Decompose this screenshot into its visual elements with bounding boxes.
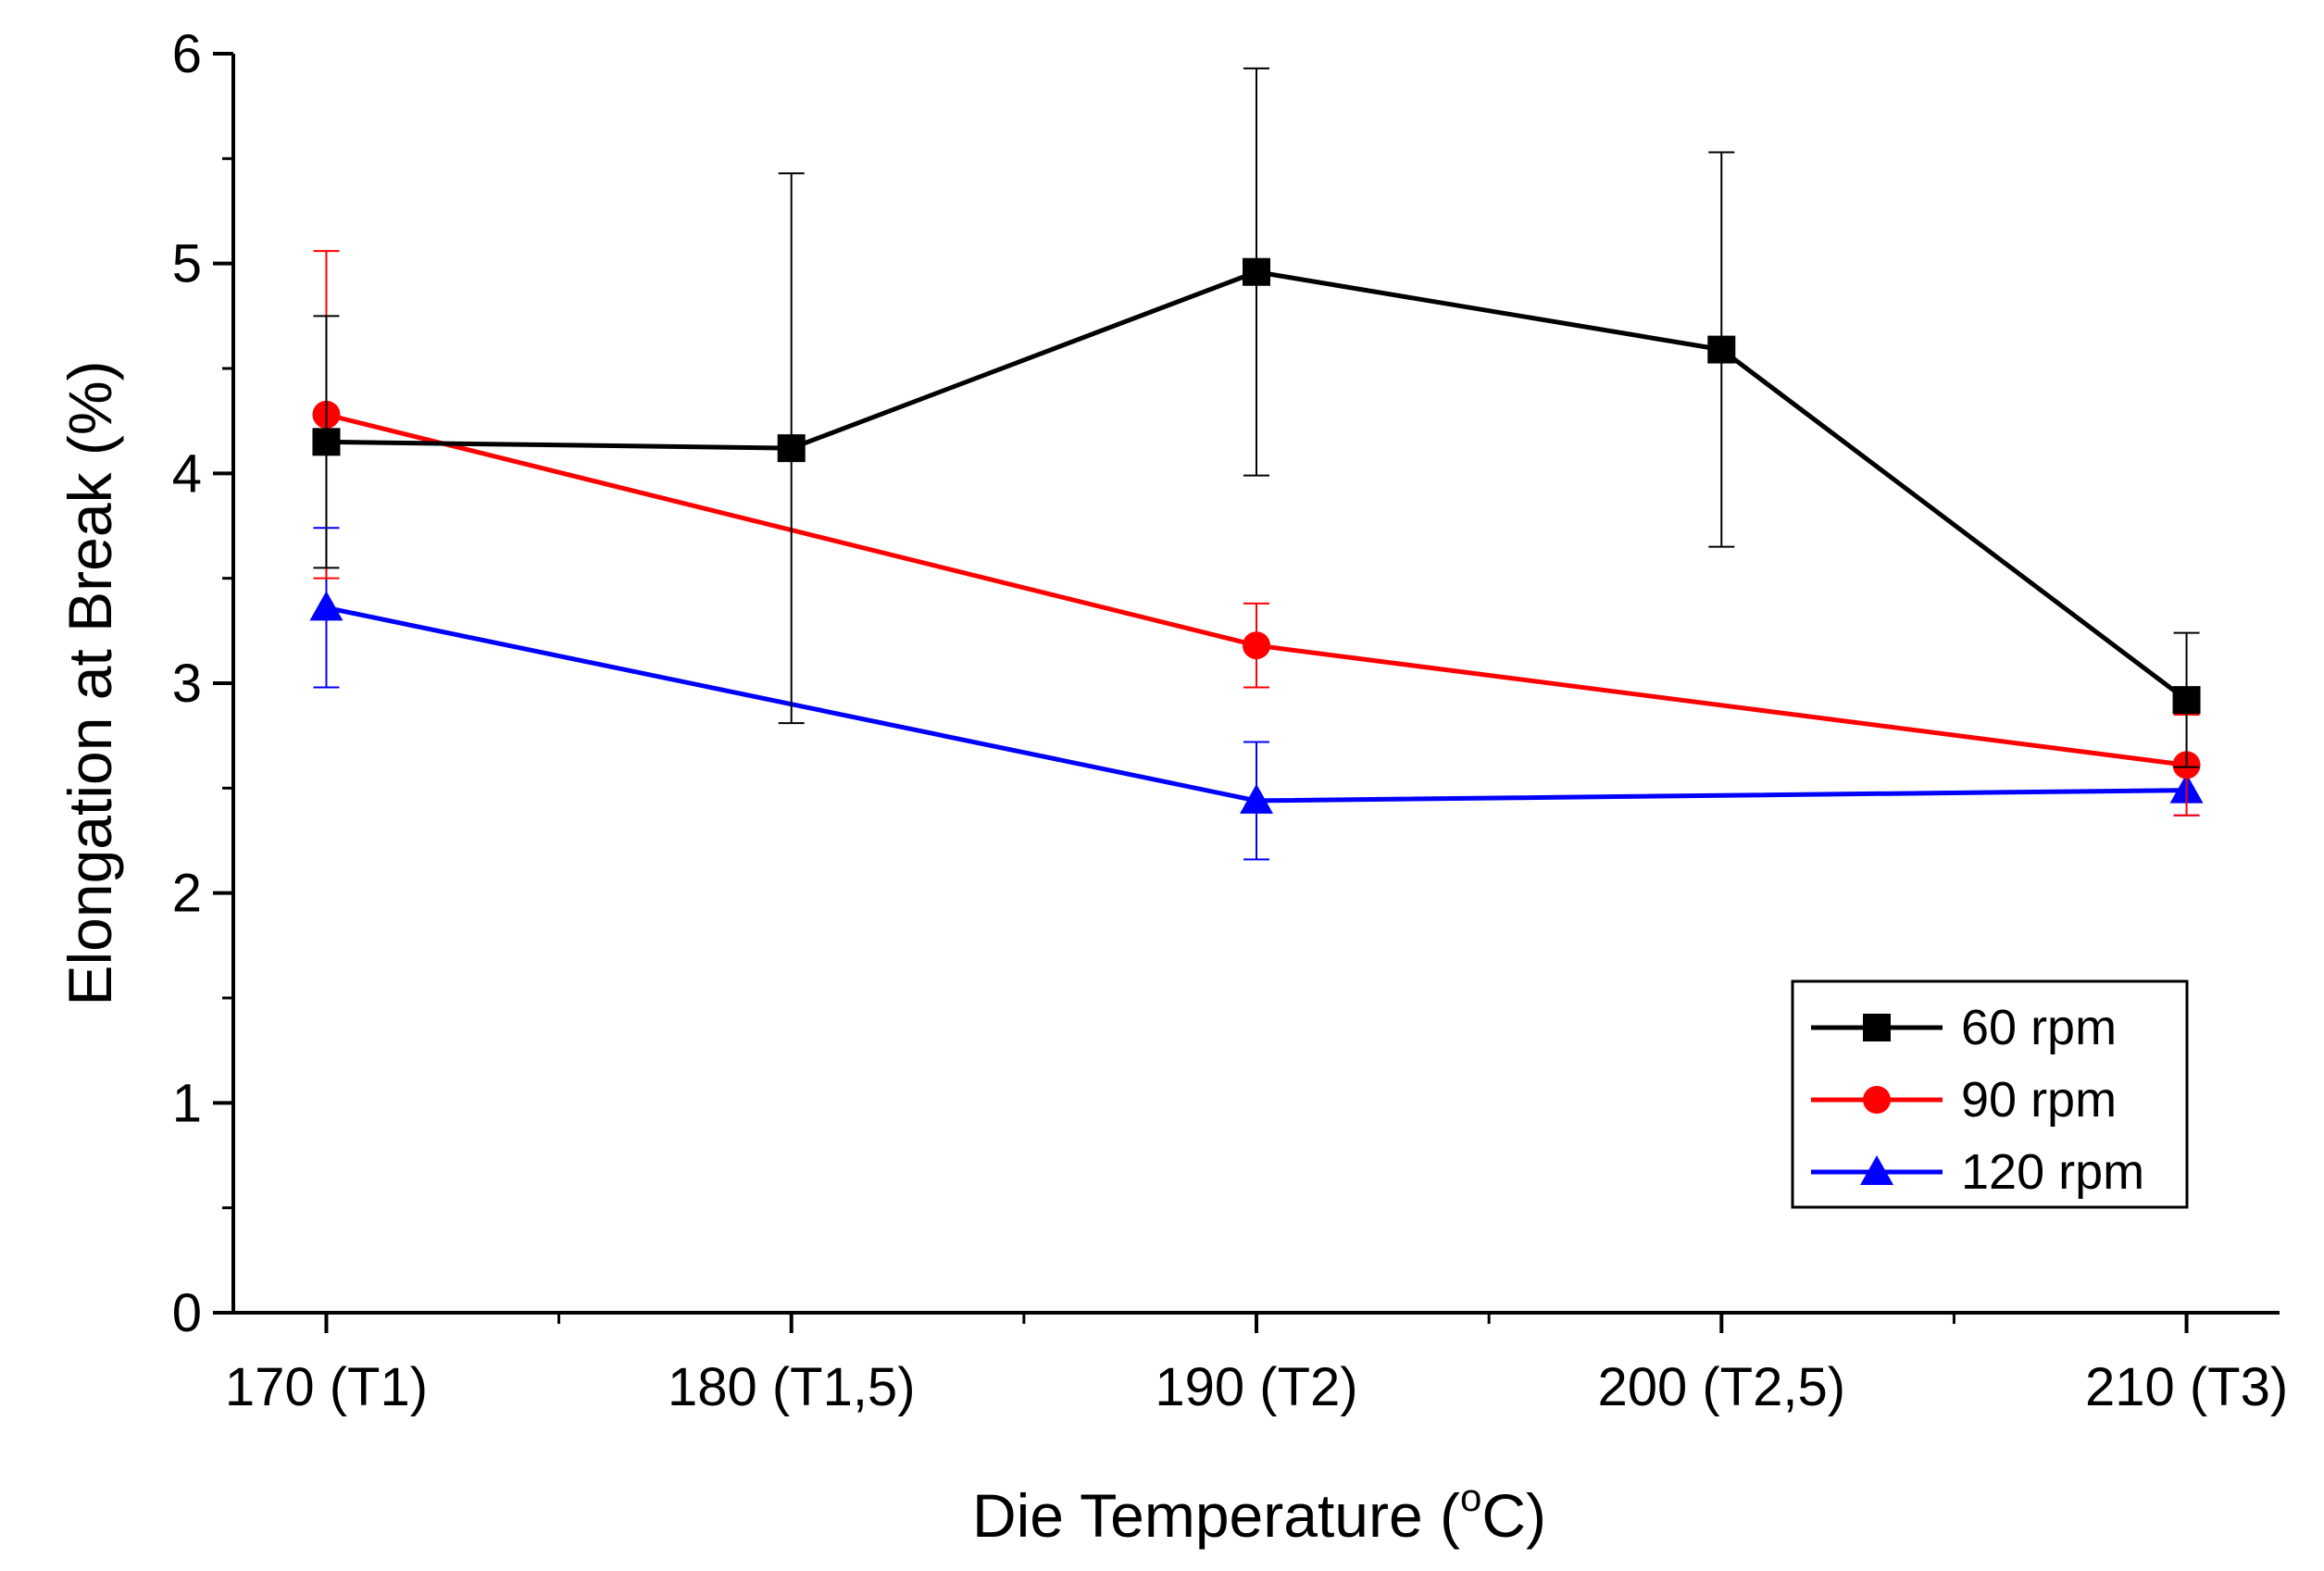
y-tick-label: 2 <box>172 864 202 924</box>
data-point-60rpm <box>777 434 806 463</box>
legend-swatch-120rpm-marker <box>1860 1155 1893 1185</box>
legend-swatch-90rpm-marker <box>1863 1086 1891 1114</box>
data-point-120rpm <box>309 591 344 621</box>
data-point-60rpm <box>1243 257 1270 286</box>
y-tick-label: 4 <box>172 443 202 504</box>
legend-entry-90rpm: 90 rpm <box>1811 1072 2117 1128</box>
x-axis-title-main: Die Temperature ( <box>972 1481 1460 1550</box>
y-tick-label: 6 <box>172 24 202 84</box>
x-axis-title: Die Temperature (oC) <box>972 1476 1546 1550</box>
series-120rpm <box>309 527 2204 861</box>
x-axis-title-tail: C) <box>1481 1481 1546 1550</box>
data-point-90rpm <box>1243 631 1270 660</box>
ticks-layer: 0 1 2 3 4 5 6 170 (T1) 180 (T1,5) 190 (T2) 200 (T2… <box>172 24 2288 1417</box>
data-point-60rpm <box>2172 686 2201 715</box>
x-tick-label: 210 (T3) <box>2085 1357 2288 1417</box>
y-tick-label: 3 <box>172 654 202 714</box>
data-point-60rpm <box>1707 335 1736 364</box>
y-axis-title: Elongation at Break (%) <box>56 360 124 1005</box>
y-tick-label: 0 <box>172 1283 202 1343</box>
legend-label-90rpm: 90 rpm <box>1961 1072 2117 1128</box>
series-layer <box>309 67 2204 861</box>
y-tick-label: 1 <box>172 1073 202 1133</box>
legend-label-60rpm: 60 rpm <box>1961 1000 2117 1055</box>
series-60rpm <box>312 67 2201 768</box>
x-tick-label: 170 (T1) <box>225 1357 428 1417</box>
data-point-60rpm <box>312 428 341 456</box>
legend-swatch-60rpm-marker <box>1863 1014 1891 1041</box>
legend-label-120rpm: 120 rpm <box>1961 1144 2144 1200</box>
x-axis-title-sup: o <box>1460 1476 1481 1519</box>
legend-entry-60rpm: 60 rpm <box>1811 1000 2117 1055</box>
legend: 60 rpm 90 rpm 120 rpm <box>1791 979 2189 1209</box>
legend-entry-120rpm: 120 rpm <box>1811 1144 2144 1200</box>
x-tick-label: 190 (T2) <box>1155 1357 1357 1417</box>
y-tick-label: 5 <box>172 234 202 294</box>
data-point-120rpm <box>1240 783 1273 814</box>
x-tick-label: 180 (T1,5) <box>668 1357 916 1417</box>
legend-box <box>1791 979 2189 1209</box>
x-tick-label: 200 (T2,5) <box>1597 1357 1845 1417</box>
